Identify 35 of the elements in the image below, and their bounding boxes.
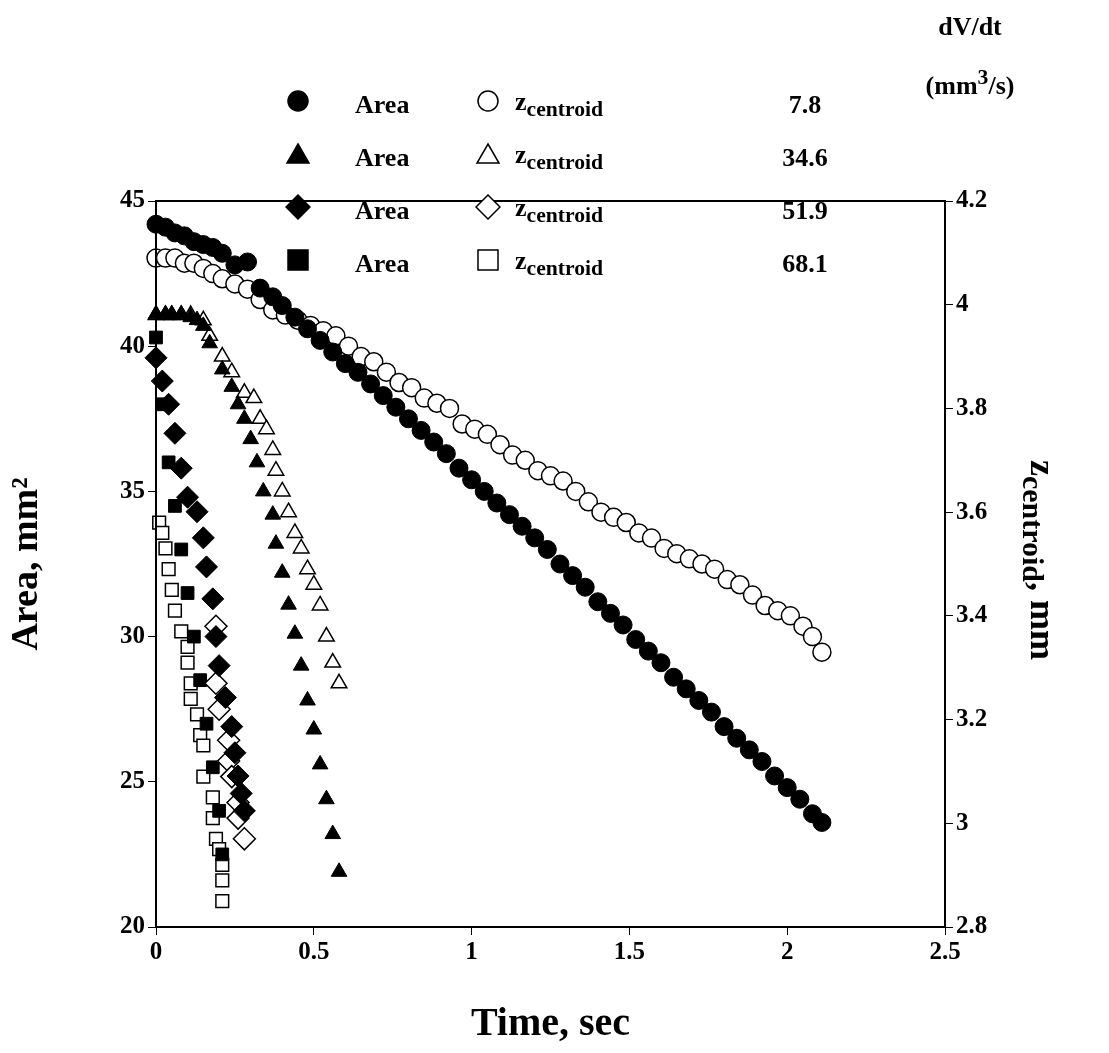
legend-label: z$_{centroid}$ <box>515 139 605 176</box>
x-tick-label: 0 <box>149 937 163 965</box>
y-tick-label: 20 <box>120 911 145 939</box>
legend-title: dV/dt (mm$^{3}$/s) <box>924 11 1016 102</box>
y-tick-label: 40 <box>120 330 145 358</box>
y2-tick-label: 3.8 <box>956 392 988 420</box>
y-axis-title: Area, mm² <box>2 477 45 651</box>
y2-tick-label: 4 <box>956 289 969 317</box>
y2-tick-label: 3 <box>956 807 969 835</box>
text: 34.6 <box>781 142 829 173</box>
legend-label: z$_{centroid}$ <box>515 192 605 229</box>
annotation: 51.9 <box>781 195 829 226</box>
x-tick-label: 0.5 <box>298 937 330 965</box>
y2-tick-label: 3.2 <box>956 704 988 732</box>
legend-label: z$_{centroid}$ <box>515 86 605 123</box>
x-axis-title: Time, sec <box>470 999 631 1045</box>
y2-tick-label: 3.4 <box>956 600 988 628</box>
x-tick-label: 2 <box>780 937 794 965</box>
y-tick-label: 30 <box>120 621 145 649</box>
y-tick-label: 25 <box>120 766 145 794</box>
y2-tick-label: 4.2 <box>956 185 988 213</box>
legend-label: Area <box>354 142 411 173</box>
y-tick-label: 35 <box>120 475 145 503</box>
y2-tick-label: 2.8 <box>956 911 988 939</box>
x-tick-label: 2.5 <box>929 937 961 965</box>
legend-label: Area <box>354 89 411 120</box>
annotation: 68.1 <box>781 248 829 279</box>
legend-label: z$_{centroid}$ <box>515 245 605 282</box>
legend-label: Area <box>354 195 411 226</box>
y-tick-label: 45 <box>120 185 145 213</box>
legend-label: Area <box>354 248 411 279</box>
text: 7.8 <box>787 89 823 120</box>
x-tick-label: 1.5 <box>613 937 646 965</box>
x-tick-label: 1 <box>465 937 478 965</box>
y2-tick-label: 3.6 <box>956 496 988 524</box>
